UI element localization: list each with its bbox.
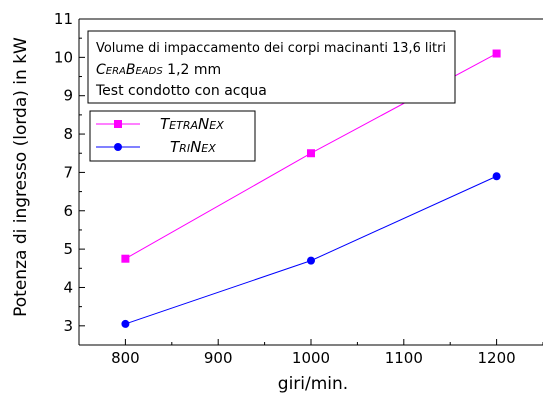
annotation-size-value: 1,2 mm xyxy=(163,62,221,78)
data-point-trinex xyxy=(492,172,501,181)
data-point-tetranex xyxy=(307,149,315,158)
x-tick-label: 1200 xyxy=(478,349,516,367)
x-tick-label: 900 xyxy=(204,349,233,367)
legend-label-tetranex: TETRANEX xyxy=(160,115,224,133)
y-tick-label: 11 xyxy=(54,10,73,28)
x-tick-label: 1000 xyxy=(292,349,330,367)
y-tick-label: 8 xyxy=(63,125,73,143)
legend-marker-tetranex xyxy=(114,120,122,128)
legend-tetranex-part-2: ETRA xyxy=(169,119,198,132)
data-point-trinex xyxy=(307,256,315,265)
y-tick-label: 4 xyxy=(63,278,73,296)
annotation-box: Volume di impaccamento dei corpi macinan… xyxy=(87,30,456,104)
data-point-trinex xyxy=(121,319,130,328)
brand-small-era: ERA xyxy=(106,66,126,77)
y-tick-label: 3 xyxy=(63,317,73,335)
legend-trinex-part-4: EX xyxy=(201,142,216,155)
y-tick-label: 7 xyxy=(63,163,73,181)
data-point-tetranex xyxy=(121,254,130,263)
axes-group: 3 4 5 6 7 8 9 10 11 800 900 1000 1100 1200 xyxy=(54,10,543,367)
y-axis-title: Potenza di ingresso (lorda) in kW xyxy=(11,37,31,317)
legend: TETRANEX TRINEX xyxy=(89,110,256,162)
y-tick-label: 6 xyxy=(63,202,73,220)
data-point-tetranex xyxy=(492,49,501,58)
x-tick-label: 1100 xyxy=(385,349,423,367)
annotation-line-3: Test condotto con acqua xyxy=(95,83,267,99)
legend-trinex-part-2: RI xyxy=(179,142,190,155)
legend-trinex-part-1: T xyxy=(170,138,181,156)
legend-label-trinex: TRINEX xyxy=(170,138,216,156)
legend-tetranex-part-3: N xyxy=(198,115,209,133)
series-line-trinex xyxy=(125,175,497,325)
x-tick-label: 800 xyxy=(111,349,140,367)
annotation-line-2: CERABEADS 1,2 mm xyxy=(96,62,221,78)
brand-letter-c: C xyxy=(96,62,106,78)
brand-small-eads: EADS xyxy=(136,66,164,77)
legend-tetranex-part-4: EX xyxy=(209,119,224,132)
y-tick-label: 10 xyxy=(54,48,73,66)
annotation-frame xyxy=(87,30,456,104)
legend-tetranex-part-1: T xyxy=(160,115,171,133)
legend-trinex-part-3: N xyxy=(190,138,201,156)
legend-frame xyxy=(89,110,256,162)
annotation-line-1: Volume di impaccamento dei corpi macinan… xyxy=(96,41,446,56)
legend-marker-trinex xyxy=(114,143,122,151)
x-axis-title: giri/min. xyxy=(278,374,348,394)
y-tick-label: 5 xyxy=(63,240,73,258)
y-tick-label: 9 xyxy=(63,87,73,105)
brand-letter-b: B xyxy=(126,62,136,78)
